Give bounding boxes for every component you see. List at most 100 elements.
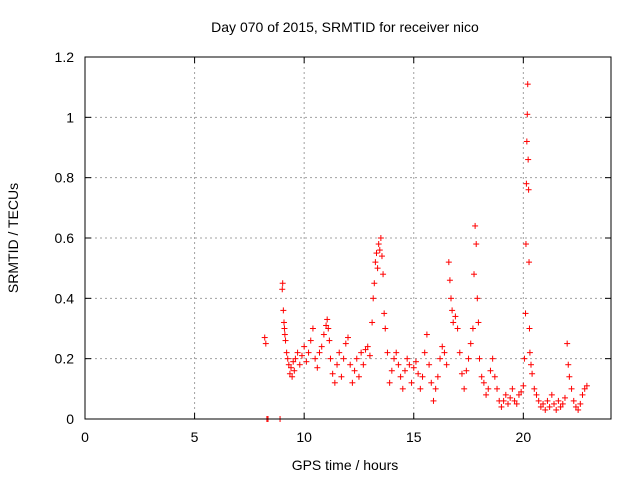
data-point	[382, 325, 389, 332]
data-point	[426, 361, 433, 368]
plot-frame	[84, 56, 612, 420]
data-point	[546, 403, 553, 410]
data-point	[471, 271, 478, 278]
data-point	[362, 346, 369, 353]
data-point	[523, 180, 530, 187]
data-point	[565, 361, 572, 368]
data-point	[314, 364, 321, 371]
data-point	[475, 319, 482, 326]
data-point	[509, 385, 516, 392]
data-point	[374, 265, 381, 272]
data-point	[294, 349, 301, 356]
y-tick-label: 0.4	[55, 290, 75, 306]
data-point	[500, 397, 507, 404]
data-point	[528, 361, 535, 368]
data-point	[448, 295, 455, 302]
data-point	[548, 391, 555, 398]
data-point	[303, 358, 310, 365]
data-point	[478, 373, 485, 380]
data-point	[498, 403, 505, 410]
data-point	[281, 325, 288, 332]
y-tick-labels: 0 0.2 0.4 0.6 0.8 1 1.2	[55, 49, 75, 427]
data-point	[542, 406, 549, 413]
data-point	[583, 382, 590, 389]
data-point	[522, 310, 529, 317]
data-point	[393, 349, 400, 356]
data-point	[397, 373, 404, 380]
data-point	[404, 355, 411, 362]
data-point	[334, 361, 341, 368]
y-tick-label: 1.2	[55, 49, 75, 65]
y-tick-label: 0.2	[55, 351, 75, 367]
x-tick-label: 10	[296, 429, 312, 445]
data-point	[262, 340, 269, 347]
data-point	[421, 349, 428, 356]
data-point	[408, 379, 415, 386]
data-point	[544, 397, 551, 404]
data-point	[524, 111, 531, 118]
data-point	[324, 316, 331, 323]
data-point	[489, 355, 496, 362]
data-point	[289, 373, 296, 380]
data-point	[476, 355, 483, 362]
x-tick-label: 20	[516, 429, 532, 445]
data-point	[445, 259, 452, 266]
data-point	[279, 280, 286, 287]
data-point	[417, 385, 424, 392]
data-point	[491, 373, 498, 380]
data-point	[358, 349, 365, 356]
data-point	[456, 349, 463, 356]
data-point	[458, 370, 465, 377]
data-point	[292, 355, 299, 362]
data-point	[366, 352, 373, 359]
data-point	[483, 391, 490, 398]
data-point	[469, 325, 476, 332]
data-point	[521, 355, 528, 362]
y-axis-label: SRMTID / TECUs	[5, 183, 21, 293]
data-point	[360, 361, 367, 368]
y-tick-label: 0.8	[55, 170, 75, 186]
y-tick-label: 0	[66, 411, 74, 427]
data-point	[347, 361, 354, 368]
data-point	[326, 337, 333, 344]
data-point	[572, 403, 579, 410]
data-point	[507, 394, 514, 401]
data-point	[465, 355, 472, 362]
data-point	[318, 343, 325, 350]
data-point	[301, 343, 308, 350]
data-point	[305, 349, 312, 356]
data-point	[369, 319, 376, 326]
data-point	[316, 349, 323, 356]
data-point	[372, 259, 379, 266]
data-point	[336, 349, 343, 356]
data-point	[463, 367, 470, 374]
data-point	[577, 400, 584, 407]
data-point	[432, 385, 439, 392]
data-point	[504, 400, 511, 407]
data-point	[338, 373, 345, 380]
data-point	[485, 385, 492, 392]
data-point	[406, 361, 413, 368]
x-tick-label: 0	[81, 429, 89, 445]
y-tick-label: 1	[66, 109, 74, 125]
data-point	[525, 186, 532, 193]
data-point	[526, 325, 533, 332]
data-point	[364, 343, 371, 350]
x-tick-labels: 0 5 10 15 20	[81, 429, 531, 445]
data-point	[524, 81, 531, 88]
data-point	[286, 370, 293, 377]
data-point	[531, 385, 538, 392]
data-point	[283, 349, 290, 356]
data-point	[428, 379, 435, 386]
data-point	[452, 313, 459, 320]
data-point	[474, 295, 481, 302]
data-point	[296, 361, 303, 368]
data-point	[288, 364, 295, 371]
data-point	[399, 385, 406, 392]
data-point	[371, 280, 378, 287]
data-point	[518, 388, 525, 395]
data-point	[281, 331, 288, 338]
data-point	[415, 370, 422, 377]
data-point	[309, 325, 316, 332]
data-point	[261, 334, 268, 341]
